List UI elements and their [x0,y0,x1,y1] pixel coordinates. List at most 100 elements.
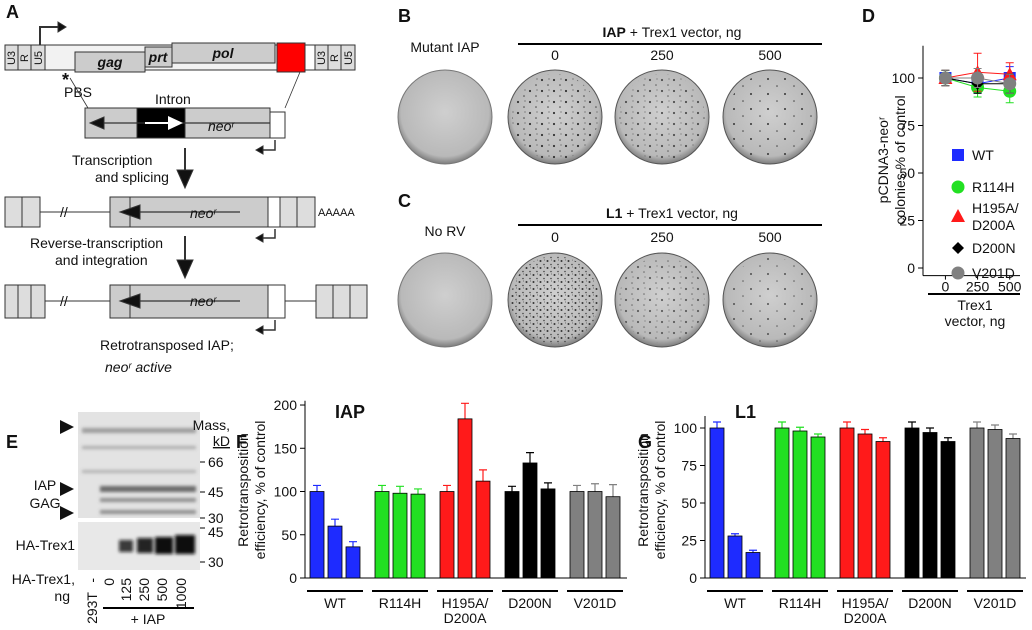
dose-label: 500 [758,47,782,63]
arrow-head [254,325,264,335]
y-tick-label: 50 [681,495,697,511]
legend-label: D200N [972,240,1016,256]
arrow-head [254,145,264,155]
bar [727,535,743,579]
y-tick-label: 50 [899,165,915,181]
bar [410,493,426,579]
error-bar [414,488,422,495]
plate-control-label: Mutant IAP [410,39,479,55]
neo-label: neoʳ [208,118,235,134]
panel-label: C [398,191,411,211]
ltr-cell [30,44,46,71]
panel-label: B [398,6,411,26]
ltr-cell [17,284,32,319]
bar [327,525,343,579]
text-line: D200A [444,610,487,626]
arrow-head [168,116,183,130]
promoter-arrow [260,140,276,151]
step-label: Reverse-transcription [30,235,163,251]
marker-label: 30 [208,510,224,526]
colonies [511,256,599,344]
ltr-label: R [329,54,341,62]
bar [709,427,725,579]
marker [1003,77,1017,91]
ltr-label: U5 [33,51,45,65]
arrow-head [118,204,141,220]
y-tick-label: 75 [681,458,697,474]
y-axis-label: efficiency, % of control [252,421,268,560]
panel-a [4,21,368,335]
dose-title: ng [54,588,70,604]
bar [457,418,473,579]
plate-control-label: No RV [425,223,467,239]
text-line: H195A/ [442,595,489,611]
step-label: and integration [55,252,148,268]
colonies [727,74,813,160]
panel-a-text: U3 R U5 gag prt pol U3 R U5 * PBS Intron… [6,45,355,375]
y-tick-label: 100 [674,420,698,436]
error-bar [461,402,469,419]
plate-header-text: + Trex1 vector, ng [622,205,738,221]
error-bar [1009,433,1017,439]
arrow-head [254,233,264,243]
error-bar [331,518,339,527]
panel-b: Mutant IAP IAP + Trex1 vector, ng 0 250 … [397,24,822,165]
band [82,470,196,473]
arrow-head [57,21,67,33]
bar [475,480,491,579]
bar [587,491,603,579]
legend-marker [951,209,965,222]
lane-label: 0 [101,578,117,586]
group-label: WT [324,595,346,611]
ltr-cell [349,284,368,319]
break-mark: // [60,204,68,220]
dose-label: 0 [551,229,559,245]
ltr-cell [332,284,351,319]
ltr-cell [279,196,298,228]
promoter-arrow [260,229,276,239]
break-mark: // [60,293,68,309]
neo-label: neoʳ [190,293,217,309]
legend-label: V201D [972,265,1015,281]
gene-box [171,42,276,64]
bands [119,535,195,554]
bar [522,462,538,579]
bar [392,492,408,579]
group-label: H195A/D200A [442,595,489,626]
bar [345,546,361,579]
bar [1005,438,1021,579]
promoter-arrow [39,26,62,45]
panel-c: No RV L1 + Trex1 vector, ng 0 250 500 [397,205,822,348]
text-line: H195A/ [842,595,889,611]
plate-header-text: + Trex1 vector, ng [626,24,742,40]
dose-label: 250 [650,47,674,63]
ltr-cell [4,196,23,228]
error-bar [843,421,851,428]
zoom-line [284,71,301,109]
group-label: R114H [779,595,822,611]
dose-label: 0 [551,47,559,63]
bar [810,436,826,579]
pbs-star: * [62,70,69,90]
legend-marker [952,242,964,254]
x-axis-label: Trex1 [957,297,992,313]
arrow-head [60,482,74,496]
bar [504,491,520,579]
panel-label: E [6,432,18,452]
legend-label: WT [972,147,994,163]
blot [78,412,200,518]
group-label: H195A/D200A [842,595,889,626]
colonies [619,257,705,343]
error-bar [973,421,981,428]
bar [987,429,1003,579]
group-label: WT [724,595,746,611]
error-bar [778,421,786,428]
ltr-label: U5 [343,51,355,65]
bar [857,433,873,579]
utr-box [269,111,286,139]
colonies [619,74,705,160]
band [137,538,153,553]
error-bar [991,424,999,430]
group-label: V201D [574,595,617,611]
